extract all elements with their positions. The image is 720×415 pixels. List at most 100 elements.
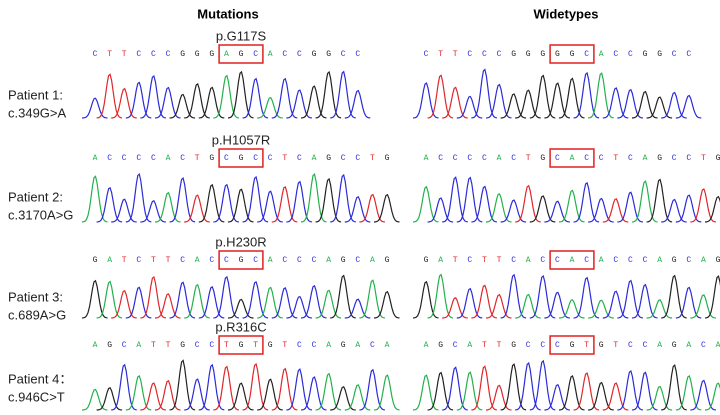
- base-letter: C: [282, 50, 287, 59]
- base-letter: G: [438, 341, 443, 350]
- base-letter: C: [136, 154, 141, 163]
- trace-peak: [213, 76, 239, 118]
- trace-peak: [286, 369, 312, 410]
- base-letter: A: [526, 256, 531, 265]
- trace-peak: [316, 179, 342, 222]
- trace-peak: [301, 377, 327, 410]
- base-letter: A: [657, 256, 662, 265]
- base-letter: C: [224, 256, 229, 265]
- base-letter: A: [93, 154, 98, 163]
- base-letter: C: [686, 154, 691, 163]
- trace-peak: [515, 363, 541, 410]
- base-letter: C: [497, 50, 502, 59]
- trace-peak: [184, 84, 210, 118]
- base-letter: G: [341, 341, 346, 350]
- base-letter: C: [297, 154, 302, 163]
- base-letter: C: [297, 50, 302, 59]
- base-letter: T: [166, 341, 171, 350]
- trace-peak: [301, 286, 327, 318]
- base-letter: C: [584, 50, 589, 59]
- trace-peak: [316, 72, 342, 118]
- base-letter: G: [672, 341, 677, 350]
- base-letter: C: [151, 50, 156, 59]
- trace-peak: [413, 282, 439, 318]
- trace-peak: [301, 174, 327, 222]
- trace-peak: [530, 76, 556, 118]
- base-letter: A: [195, 256, 200, 265]
- figure: Mutations Widetypes Patient 1:c.349G>Ap.…: [0, 0, 720, 415]
- trace-peak: [617, 90, 643, 118]
- trace-peak: [413, 375, 439, 410]
- trace-peak: [661, 93, 687, 118]
- base-letter: G: [180, 341, 185, 350]
- base-letter: C: [209, 256, 214, 265]
- base-letter: C: [453, 341, 458, 350]
- base-letter: C: [355, 256, 360, 265]
- base-letter: G: [93, 256, 98, 265]
- trace-peak: [199, 185, 225, 222]
- base-letter: A: [93, 341, 98, 350]
- base-letter: C: [122, 154, 127, 163]
- base-letter: C: [268, 154, 273, 163]
- trace-peak: [359, 370, 385, 410]
- base-letter: C: [701, 341, 706, 350]
- trace-peak: [272, 187, 298, 222]
- base-letter: C: [555, 256, 560, 265]
- base-letter: A: [385, 341, 390, 350]
- trace-peak: [330, 276, 356, 318]
- base-letter: G: [424, 256, 429, 265]
- base-letter: A: [570, 256, 575, 265]
- base-letter: G: [326, 154, 331, 163]
- base-letter: G: [209, 50, 214, 59]
- base-letter: G: [555, 50, 560, 59]
- base-letter: T: [195, 154, 200, 163]
- trace-peak: [544, 83, 570, 118]
- base-letter: G: [385, 154, 390, 163]
- base-letter: T: [584, 341, 589, 350]
- base-letter: C: [180, 256, 185, 265]
- mutation-label: c.689A>G: [8, 307, 66, 322]
- base-letter: G: [180, 50, 185, 59]
- base-letter: C: [253, 154, 258, 163]
- base-letter: C: [341, 154, 346, 163]
- trace-peak: [632, 181, 658, 222]
- trace-peak: [413, 83, 439, 118]
- trace-peak: [126, 287, 152, 318]
- base-letter: G: [511, 50, 516, 59]
- base-letter: C: [613, 256, 618, 265]
- trace-peak: [228, 72, 254, 118]
- base-letter: G: [643, 50, 648, 59]
- base-letter: G: [239, 50, 244, 59]
- trace-peak: [359, 195, 385, 222]
- base-letter: T: [497, 341, 502, 350]
- protein-label: p.H230R: [215, 234, 266, 249]
- trace-peak: [286, 182, 312, 222]
- base-letter: T: [453, 50, 458, 59]
- trace-peak: [617, 192, 643, 222]
- base-letter: C: [297, 256, 302, 265]
- base-letter: C: [511, 154, 516, 163]
- trace-peak: [603, 199, 629, 222]
- base-letter: A: [497, 154, 502, 163]
- trace-peak: [617, 371, 643, 410]
- trace-peak: [457, 372, 483, 410]
- base-letter: C: [467, 50, 472, 59]
- trace-peak: [690, 381, 716, 411]
- trace-peak: [82, 281, 108, 318]
- base-letter: C: [438, 154, 443, 163]
- base-letter: G: [672, 256, 677, 265]
- protein-label: p.R316C: [215, 319, 266, 334]
- trace-peak: [574, 73, 600, 118]
- trace-peak: [126, 83, 152, 119]
- base-letter: C: [424, 50, 429, 59]
- trace-peak: [170, 282, 196, 318]
- base-letter: G: [570, 50, 575, 59]
- base-letter: T: [151, 256, 156, 265]
- base-letter: C: [312, 256, 317, 265]
- trace-peak: [676, 195, 702, 222]
- base-letter: C: [151, 154, 156, 163]
- trace-peak: [228, 189, 254, 222]
- base-letter: C: [613, 50, 618, 59]
- base-letter: G: [526, 50, 531, 59]
- trace-peak: [374, 375, 400, 410]
